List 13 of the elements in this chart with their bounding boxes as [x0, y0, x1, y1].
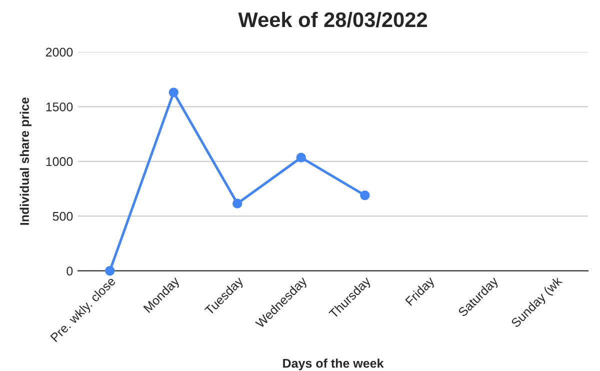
y-axis-title: Individual share price	[20, 98, 32, 225]
point	[296, 152, 306, 162]
y-tick-label: 0	[66, 266, 73, 276]
point	[105, 266, 115, 276]
point	[232, 198, 242, 208]
y-tick-label: 1000	[46, 157, 73, 166]
y-tick-label: 500	[52, 212, 73, 221]
x-axis-title: Days of the week	[283, 358, 384, 370]
point	[168, 88, 178, 98]
y-tick-label: 2000	[46, 48, 73, 57]
y-tick-label: 1500	[46, 102, 73, 112]
chart-title: Week of 28/03/2022	[238, 12, 427, 28]
point	[360, 190, 370, 200]
